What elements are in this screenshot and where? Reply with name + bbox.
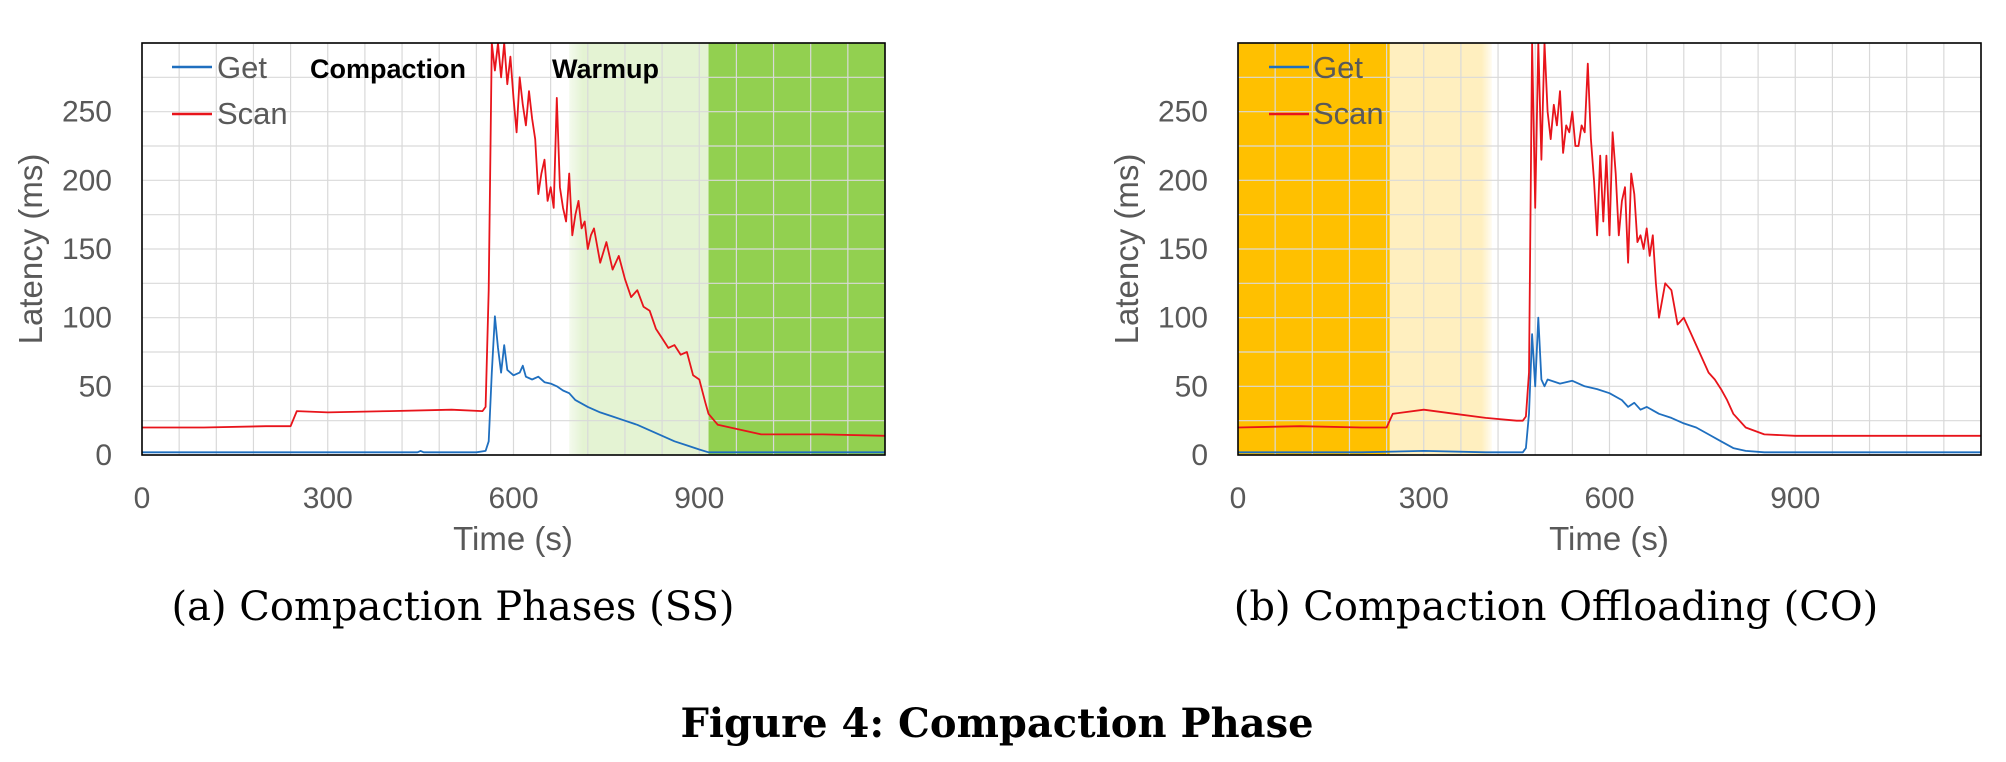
legend-label-scan: Scan [217,96,288,131]
x-tick-label: 600 [488,482,538,515]
y-tick-label: 250 [62,96,112,129]
series-line-get [1238,316,1981,454]
y-tick-label: 0 [95,439,112,472]
series-line-get [142,315,885,454]
x-tick-label: 300 [1399,482,1449,515]
y-axis-label: Latency (ms) [12,154,49,345]
y-tick-label: 100 [62,302,112,335]
plot-frame [1237,42,1982,456]
series-line-scan [142,43,885,437]
legend-label-get: Get [217,50,267,85]
annotation-warmup: Warmup [552,54,659,84]
subcaption-b: (b) Compaction Offloading (CO) [1234,584,1878,630]
x-tick-label: 600 [1584,482,1634,515]
series-line-scan [1238,43,1981,437]
legend-label-scan: Scan [1313,96,1384,131]
y-tick-label: 50 [1175,370,1208,403]
annotation-compaction: Compaction [310,54,466,84]
x-axis-label: Time (s) [1549,520,1669,557]
y-tick-label: 150 [62,233,112,266]
subcaption-a: (a) Compaction Phases (SS) [172,584,735,630]
y-tick-label: 150 [1158,233,1208,266]
y-tick-label: 100 [1158,302,1208,335]
y-tick-label: 0 [1191,439,1208,472]
x-tick-label: 900 [674,482,724,515]
x-tick-label: 300 [303,482,353,515]
figure-caption: Figure 4: Compaction Phase [680,700,1313,747]
x-tick-label: 0 [134,482,151,515]
y-tick-label: 250 [1158,96,1208,129]
x-axis-label: Time (s) [453,520,573,557]
y-tick-label: 200 [1158,164,1208,197]
y-tick-label: 50 [79,370,112,403]
y-tick-label: 200 [62,164,112,197]
x-tick-label: 900 [1770,482,1820,515]
plot-frame [141,42,886,456]
legend: Get Scan [1269,50,1384,131]
y-axis-label: Latency (ms) [1108,154,1145,345]
legend-label-get: Get [1313,50,1363,85]
legend: Get Scan [172,50,288,131]
x-tick-label: 0 [1230,482,1247,515]
